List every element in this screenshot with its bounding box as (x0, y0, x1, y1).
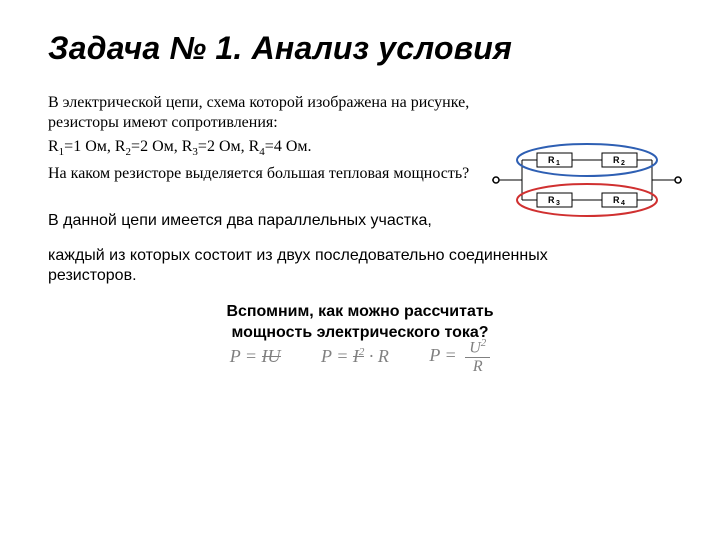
analysis-line2: каждый из которых состоит из двух послед… (48, 246, 548, 286)
problem-line1: В электрической цепи, схема которой изоб… (48, 93, 478, 133)
formula-p-i2r: P = I2 · R (321, 346, 389, 367)
formula-p-u2r: P = U2R (429, 338, 490, 375)
svg-text:4: 4 (621, 200, 625, 207)
problem-statement: В электрической цепи, схема которой изоб… (48, 93, 478, 184)
svg-text:R: R (548, 195, 555, 205)
svg-text:2: 2 (621, 160, 625, 167)
page-title: Задача № 1. Анализ условия (48, 30, 672, 67)
svg-text:R: R (613, 195, 620, 205)
analysis-line1: В данной цепи имеется два параллельных у… (48, 212, 548, 230)
formulas: P = IU P = I2 · R P = U2R (48, 338, 672, 375)
svg-text:R: R (613, 155, 620, 165)
svg-text:R: R (548, 155, 555, 165)
formula-p-iu: P = IU (230, 346, 281, 367)
svg-text:1: 1 (556, 160, 560, 167)
svg-text:3: 3 (556, 200, 560, 207)
problem-question: На каком резисторе выделяется большая те… (48, 164, 478, 184)
circuit-diagram: R 1 R 2 R 3 R 4 (492, 140, 682, 220)
problem-resistors: R1=1 Ом, R2=2 Ом, R3=2 Ом, R4=4 Ом. (48, 137, 478, 160)
